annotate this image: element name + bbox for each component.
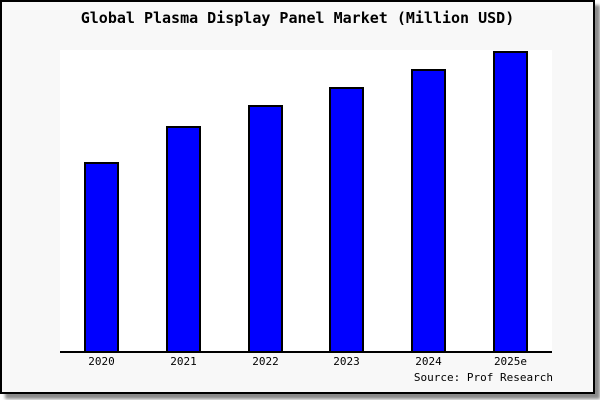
x-tick-label: 2021 bbox=[170, 355, 197, 368]
x-tick-label: 2024 bbox=[415, 355, 442, 368]
source-caption: Source: Prof Research bbox=[413, 371, 553, 384]
bar-2020 bbox=[84, 162, 119, 351]
plot-area bbox=[60, 50, 552, 353]
x-tick-label: 2025e bbox=[493, 355, 528, 368]
chart-title: Global Plasma Display Panel Market (Mill… bbox=[80, 9, 515, 27]
x-tick-label: 2023 bbox=[333, 355, 360, 368]
bar-2024 bbox=[411, 69, 446, 351]
bar-2021 bbox=[166, 126, 201, 351]
chart-window: Global Plasma Display Panel Market (Mill… bbox=[0, 0, 595, 394]
bar-2022 bbox=[248, 105, 283, 351]
bar-2025e bbox=[493, 51, 528, 351]
x-tick-label: 2022 bbox=[252, 355, 279, 368]
bar-2023 bbox=[329, 87, 364, 351]
x-tick-label: 2020 bbox=[88, 355, 115, 368]
